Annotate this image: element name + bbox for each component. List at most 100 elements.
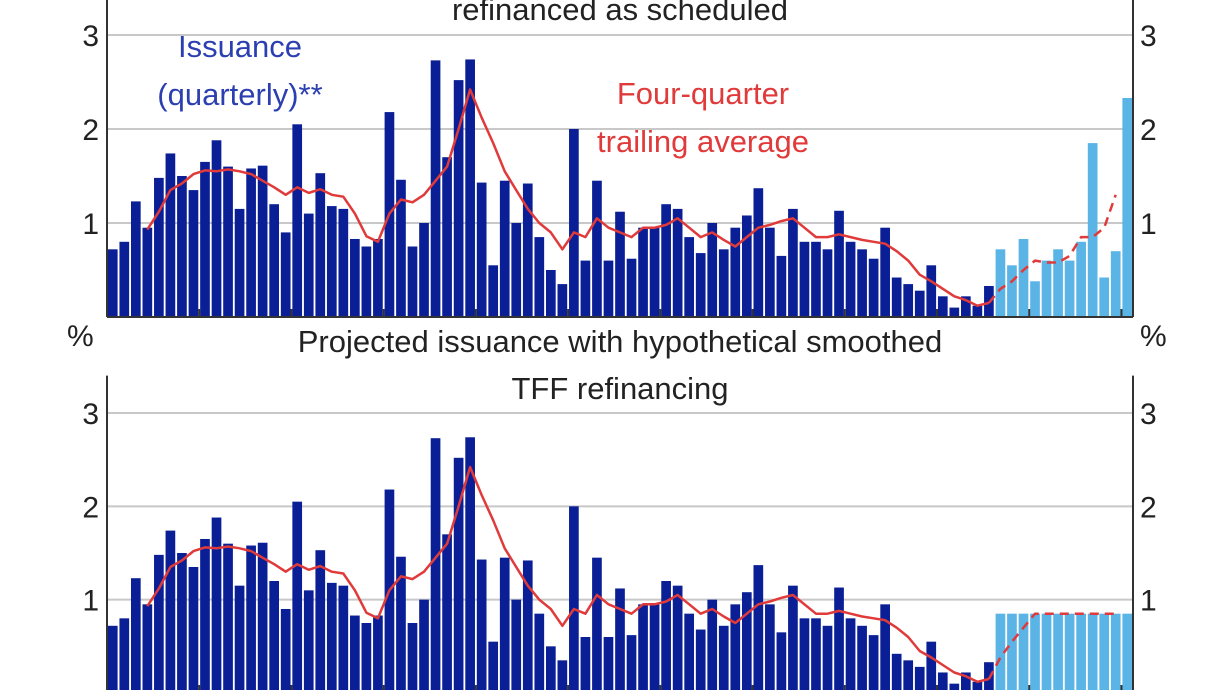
bar — [638, 227, 648, 317]
bar — [130, 201, 141, 317]
bar — [326, 582, 337, 690]
bar — [592, 557, 602, 690]
bar — [730, 604, 741, 690]
bar — [442, 157, 452, 317]
bar — [338, 208, 349, 317]
y-tick-label-left: 3 — [82, 20, 99, 53]
bar — [961, 672, 971, 690]
bar — [868, 258, 879, 317]
bar — [1110, 251, 1121, 317]
bar — [234, 585, 245, 690]
bar — [488, 641, 499, 690]
bar — [269, 581, 279, 690]
y-tick-label-right: 1 — [1140, 208, 1157, 241]
bar — [338, 585, 349, 690]
bar — [984, 662, 994, 690]
bar — [857, 249, 867, 317]
bar — [419, 599, 429, 690]
bar — [880, 604, 890, 690]
bar — [603, 260, 614, 317]
bar — [257, 542, 268, 690]
y-tick-label-right: 1 — [1140, 585, 1157, 618]
y-tick-label-left: 2 — [82, 114, 99, 147]
bar — [753, 565, 764, 690]
bar — [995, 613, 1006, 690]
y-tick-label-right: 3 — [1140, 20, 1157, 53]
bar — [223, 543, 233, 690]
bar — [592, 180, 602, 317]
bar — [211, 140, 222, 317]
bar — [1053, 249, 1063, 317]
bar — [788, 585, 798, 690]
bar — [154, 177, 164, 317]
average-line — [146, 88, 990, 307]
bar — [1076, 241, 1086, 317]
bar — [534, 237, 545, 317]
bar — [465, 59, 475, 317]
bar — [765, 227, 775, 317]
bar — [1030, 613, 1040, 690]
bar — [177, 553, 187, 690]
bar — [626, 635, 637, 690]
bar — [638, 604, 648, 690]
annotation-label: Four-quarter — [617, 76, 789, 111]
bar — [488, 265, 499, 317]
bar — [626, 258, 637, 317]
bar — [476, 559, 487, 690]
bar — [834, 587, 844, 690]
bar — [822, 625, 833, 690]
bar — [142, 227, 153, 317]
bar — [972, 681, 983, 690]
bar — [914, 290, 925, 317]
annotation-label: Issuance — [178, 29, 302, 64]
bar — [776, 632, 787, 690]
y-tick-label-left: 2 — [82, 491, 99, 524]
bar — [223, 166, 233, 317]
bar — [580, 637, 591, 690]
bar — [499, 180, 510, 317]
bar — [891, 653, 902, 690]
bar — [707, 223, 718, 317]
bar — [453, 80, 464, 318]
bar — [972, 305, 983, 317]
annotation-label: (quarterly)** — [157, 77, 322, 112]
bar — [845, 618, 856, 690]
bar — [615, 588, 625, 690]
bar — [1099, 613, 1110, 690]
bar — [246, 168, 256, 317]
bar — [695, 629, 706, 690]
bar — [119, 241, 130, 317]
bar — [361, 623, 372, 690]
bar — [1064, 260, 1075, 317]
bar — [603, 637, 614, 690]
bar — [246, 545, 256, 690]
bar — [511, 599, 522, 690]
bar — [1064, 613, 1075, 690]
bar — [1087, 613, 1098, 690]
bar — [1041, 260, 1052, 317]
bar — [776, 255, 787, 317]
bar — [730, 227, 741, 317]
bar — [200, 539, 210, 690]
bar — [545, 646, 556, 690]
bar — [373, 615, 383, 690]
bar — [188, 190, 199, 317]
y-tick-label-left: 3 — [82, 398, 99, 431]
bar — [234, 208, 245, 317]
bar — [1018, 238, 1029, 317]
bar — [522, 560, 533, 690]
bar — [130, 578, 141, 690]
bar — [292, 501, 303, 690]
bar — [661, 581, 671, 690]
bar — [165, 530, 176, 690]
bar — [868, 635, 879, 690]
bar — [419, 223, 429, 317]
bar — [1076, 613, 1086, 690]
annotation-label: trailing average — [597, 124, 809, 159]
panel-title: refinanced as scheduled — [452, 0, 788, 27]
bar — [292, 124, 303, 317]
bar — [822, 249, 833, 317]
bar — [557, 660, 568, 690]
bar — [350, 238, 360, 317]
bar — [430, 438, 441, 690]
